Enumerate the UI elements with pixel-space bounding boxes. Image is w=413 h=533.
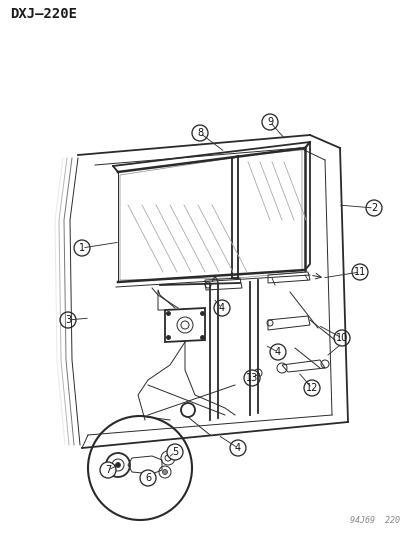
Text: 4: 4 <box>218 303 225 313</box>
Circle shape <box>243 370 259 386</box>
Text: 9: 9 <box>266 117 273 127</box>
Circle shape <box>166 444 183 460</box>
Circle shape <box>74 240 90 256</box>
Circle shape <box>261 114 277 130</box>
Text: 8: 8 <box>197 128 202 138</box>
Circle shape <box>351 264 367 280</box>
Circle shape <box>140 470 156 486</box>
Text: 10: 10 <box>335 333 347 343</box>
Circle shape <box>230 440 245 456</box>
Circle shape <box>333 330 349 346</box>
Circle shape <box>100 462 116 478</box>
Text: 7: 7 <box>104 465 111 475</box>
Text: 11: 11 <box>353 267 365 277</box>
Text: DXJ–220E: DXJ–220E <box>10 7 77 21</box>
Text: 12: 12 <box>305 383 318 393</box>
Circle shape <box>192 125 207 141</box>
Circle shape <box>365 200 381 216</box>
Text: 4: 4 <box>274 347 280 357</box>
Text: 94J69  220: 94J69 220 <box>349 516 399 525</box>
Text: 1: 1 <box>79 243 85 253</box>
Text: 4: 4 <box>234 443 240 453</box>
Circle shape <box>115 463 120 467</box>
Text: 13: 13 <box>245 373 257 383</box>
Text: 5: 5 <box>171 447 178 457</box>
Text: 3: 3 <box>65 315 71 325</box>
Circle shape <box>269 344 285 360</box>
Circle shape <box>214 300 230 316</box>
Circle shape <box>60 312 76 328</box>
Text: 2: 2 <box>370 203 376 213</box>
Circle shape <box>162 470 167 474</box>
Text: 6: 6 <box>145 473 151 483</box>
Circle shape <box>88 416 192 520</box>
Circle shape <box>303 380 319 396</box>
